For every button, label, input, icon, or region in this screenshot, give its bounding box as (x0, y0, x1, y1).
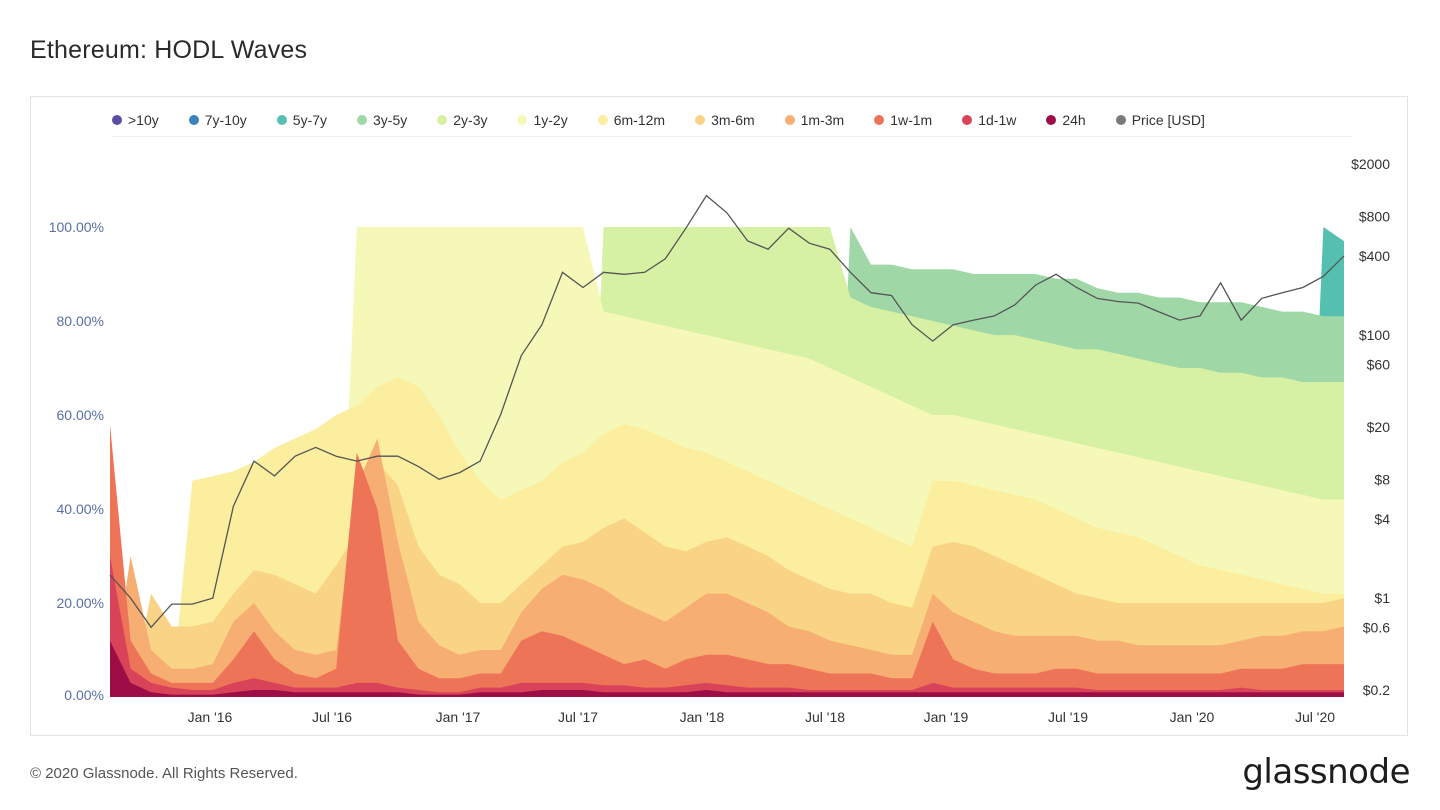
legend-label: 2y-3y (453, 112, 488, 128)
y-right-tick: $4 (1374, 511, 1390, 527)
legend-dot-icon (597, 115, 608, 125)
price-line[interactable] (109, 194, 1345, 629)
legend-item-1w-1m[interactable]: 1w-1m (874, 112, 932, 128)
y-right-tick: $0.2 (1363, 682, 1390, 698)
y-left-tick: 0.00% (64, 687, 104, 703)
legend-item-24h[interactable]: 24h (1046, 112, 1086, 128)
legend-item-5y-7y[interactable]: 5y-7y (276, 112, 328, 128)
legend-dot-icon (276, 115, 287, 125)
legend-label: 3y-5y (373, 112, 408, 128)
y-right-tick: $400 (1359, 248, 1390, 264)
legend-label: 1y-2y (533, 112, 568, 128)
legend-label: 6m-12m (613, 112, 666, 128)
legend-item-7y-10y[interactable]: 7y-10y (188, 112, 247, 128)
x-tick: Jan '20 (1170, 709, 1215, 725)
legend-item-price-usd-[interactable]: Price [USD] (1115, 112, 1205, 128)
copyright-text: © 2020 Glassnode. All Rights Reserved. (30, 765, 298, 782)
legend-label: 24h (1062, 112, 1086, 128)
y-left-tick: 80.00% (57, 313, 104, 329)
legend-label: 3m-6m (711, 112, 755, 128)
x-tick: Jan '16 (188, 709, 233, 725)
legend-label: 1w-1m (890, 112, 933, 128)
legend-dot-icon (784, 115, 795, 125)
band-1d-1w[interactable] (110, 556, 1344, 697)
band-1w-1m[interactable] (110, 424, 1344, 697)
legend-label: 5y-7y (292, 112, 328, 128)
x-tick: Jan '19 (924, 709, 969, 725)
x-tick: Jan '18 (680, 709, 725, 725)
legend-label: >10y (128, 112, 159, 128)
y-right-tick: $60 (1367, 356, 1391, 372)
legend-dot-icon (874, 115, 885, 125)
legend-dot-icon (357, 115, 368, 125)
x-tick: Jul '19 (1048, 709, 1088, 725)
x-tick: Jul '18 (805, 709, 845, 725)
legend-item-3m-6m[interactable]: 3m-6m (695, 112, 755, 128)
y-left-tick: 20.00% (57, 595, 104, 611)
chart-legend: >10y 7y-10y 5y-7y 3y-5y 2y-3y 1y-2y 6m-12m 3m-6… (112, 110, 1352, 137)
legend-item--10y[interactable]: >10y (112, 112, 159, 128)
legend-item-3y-5y[interactable]: 3y-5y (357, 112, 407, 128)
y-right-tick: $1 (1374, 590, 1390, 606)
legend-dot-icon (1115, 115, 1126, 125)
page-title: Ethereum: HODL Waves (30, 36, 308, 64)
x-tick: Jul '20 (1295, 709, 1335, 725)
legend-dot-icon (112, 115, 122, 125)
y-left-tick: 60.00% (57, 407, 104, 423)
x-tick: Jan '17 (436, 709, 481, 725)
y-right-tick: $20 (1367, 419, 1391, 435)
legend-dot-icon (1046, 115, 1057, 125)
legend-label: 7y-10y (204, 112, 247, 128)
legend-label: 1d-1w (978, 112, 1017, 128)
x-tick: Jul '17 (558, 709, 598, 725)
legend-label: 1m-3m (800, 112, 845, 128)
legend-dot-icon (695, 115, 706, 125)
legend-item-1d-1w[interactable]: 1d-1w (962, 112, 1016, 128)
y-left-tick: 40.00% (57, 501, 104, 517)
legend-label: Price [USD] (1131, 112, 1205, 128)
y-right-tick: $100 (1359, 327, 1390, 343)
legend-item-2y-3y[interactable]: 2y-3y (437, 112, 487, 128)
y-right-tick: $8 (1374, 471, 1390, 487)
legend-item-6m-12m[interactable]: 6m-12m (597, 112, 666, 128)
legend-dot-icon (437, 115, 448, 125)
y-right-tick: $800 (1359, 208, 1390, 224)
legend-item-1y-2y[interactable]: 1y-2y (517, 112, 568, 128)
glassnode-logo: glassnode (1242, 752, 1410, 792)
y-left-tick: 100.00% (49, 219, 104, 235)
y-right-tick: $2000 (1351, 156, 1390, 172)
legend-dot-icon (962, 115, 973, 125)
x-tick: Jul '16 (312, 709, 352, 725)
legend-item-1m-3m[interactable]: 1m-3m (784, 112, 845, 128)
legend-dot-icon (188, 115, 199, 125)
y-right-tick: $0.6 (1363, 619, 1390, 635)
legend-dot-icon (517, 115, 528, 125)
band-1m-3m[interactable] (110, 438, 1344, 698)
